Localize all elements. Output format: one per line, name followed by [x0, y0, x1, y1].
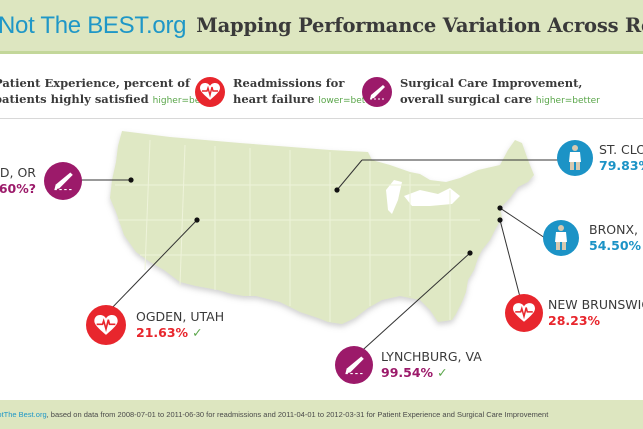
us-landmass — [110, 131, 534, 324]
value-label: 54.50% — [589, 238, 642, 253]
legend-label: heart failure — [233, 92, 315, 106]
scalpel-icon — [362, 77, 392, 107]
city-label: ST. CLOUD, MN — [599, 142, 643, 157]
callout-lynchburg[interactable]: LYNCHBURG, VA 99.54% ✓ — [335, 346, 482, 384]
check-icon: ✓ — [437, 365, 448, 380]
legend: Patient Experience, percent of patients … — [0, 57, 643, 119]
page-title: Mapping Performance Variation Across Reg… — [196, 14, 643, 37]
heart-icon — [195, 77, 225, 107]
legend-label: Surgical Care Improvement, — [400, 76, 583, 90]
callout-new-brunswick[interactable]: NEW BRUNSWICK, NJ 28.23% — [505, 294, 643, 332]
value-label: 28.23% — [548, 313, 601, 328]
legend-note: higher=better — [152, 96, 217, 106]
value-label: ?60% — [0, 181, 36, 196]
legend-item-surgical-care: Surgical Care Improvement, overall surgi… — [362, 75, 600, 109]
legend-note: higher=better — [535, 96, 600, 106]
source-text: , based on data from 2008-07-01 to 2011-… — [46, 410, 549, 419]
value-label: 79.83% — [599, 158, 643, 173]
header-bar: Not The BEST.org Mapping Performance Var… — [0, 0, 643, 54]
location-dots — [128, 177, 503, 256]
legend-label: patients highly satisfied — [0, 92, 149, 106]
brand-logo[interactable]: Not The BEST.org — [0, 11, 187, 39]
heart-icon — [86, 305, 126, 345]
scalpel-icon — [335, 346, 373, 384]
scalpel-icon — [44, 162, 82, 200]
legend-item-patient-experience: Patient Experience, percent of patients … — [0, 75, 217, 109]
callout-medford[interactable]: MEDFORD, OR ?60% — [0, 162, 82, 200]
great-lakes — [386, 180, 460, 214]
city-label: BRONX, NY — [589, 222, 643, 237]
callout-bronx[interactable]: BRONX, NY 54.50% — [543, 220, 643, 256]
value-label: 21.63% — [136, 325, 189, 340]
callout-ogden[interactable]: OGDEN, UTAH 21.63% ✓ — [86, 305, 224, 345]
legend-note: lower=better — [318, 96, 379, 106]
callout-st-cloud[interactable]: ST. CLOUD, MN 79.83% — [557, 140, 643, 176]
value-label: 99.54% — [381, 365, 434, 380]
state-borders — [115, 139, 480, 322]
leader-lines — [80, 159, 560, 367]
city-label: NEW BRUNSWICK, NJ — [548, 297, 643, 312]
check-icon: ✓ — [192, 325, 203, 340]
legend-label: overall surgical care — [400, 92, 532, 106]
us-map — [80, 131, 560, 367]
patient-icon — [543, 220, 579, 256]
city-label: OGDEN, UTAH — [136, 309, 225, 324]
heart-icon — [505, 294, 543, 332]
legend-label: Readmissions for — [233, 76, 345, 90]
city-label: MEDFORD, OR — [0, 165, 36, 180]
legend-label: Patient Experience, percent of — [0, 76, 190, 90]
patient-icon — [557, 140, 593, 176]
city-label: LYNCHBURG, VA — [381, 349, 482, 364]
legend-item-readmissions: Readmissions for heart failure lower=bet… — [195, 75, 378, 109]
